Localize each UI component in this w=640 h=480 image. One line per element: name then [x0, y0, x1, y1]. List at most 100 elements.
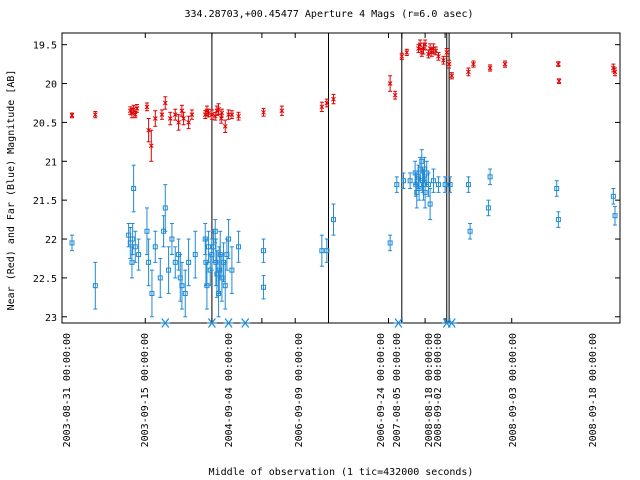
data-point	[465, 182, 471, 188]
y-tick-label: 21	[45, 157, 57, 168]
data-point	[394, 182, 400, 188]
data-point	[430, 178, 436, 184]
data-point	[416, 185, 422, 191]
data-point	[179, 283, 185, 289]
data-point	[442, 182, 448, 188]
data-point	[92, 112, 98, 117]
data-point	[216, 106, 221, 112]
data-point	[167, 116, 173, 121]
data-point	[226, 236, 232, 242]
data-point	[467, 228, 473, 234]
x-axis-label: Middle of observation (1 tic=432000 seco…	[209, 467, 474, 478]
data-point	[152, 244, 158, 250]
chart-title: 334.28703,+00.45477 Aperture 4 Mags (r=6…	[185, 9, 474, 20]
y-tick-label: 20.5	[33, 118, 57, 129]
data-point	[556, 78, 562, 84]
data-point	[192, 252, 198, 258]
data-point	[132, 112, 138, 117]
data-point	[404, 50, 410, 55]
data-point	[612, 213, 618, 219]
data-point	[148, 143, 154, 149]
bottom-marker	[393, 318, 404, 328]
data-point	[157, 275, 163, 281]
data-point	[146, 259, 152, 265]
data-point	[166, 267, 172, 273]
data-point	[610, 193, 616, 199]
y-axis-label: Near (Red) and Far (Blue) Magnitude [AB]	[6, 70, 17, 311]
data-point	[399, 53, 405, 59]
data-point	[446, 61, 452, 67]
x-tick-label: 2007-08-05 00:00:00	[392, 333, 403, 447]
data-point	[435, 182, 441, 188]
data-point	[186, 259, 192, 265]
data-point	[169, 236, 175, 242]
y-tick-label: 20	[45, 80, 57, 91]
data-point	[261, 248, 267, 254]
plot-frame	[61, 32, 621, 324]
x-tick-label: 2008-08-18 00:00:00	[424, 333, 435, 447]
x-tick-label: 2006-09-09 00:00:00	[294, 333, 305, 447]
data-point	[261, 284, 267, 290]
data-point	[422, 42, 428, 48]
data-point	[324, 100, 330, 106]
data-point	[436, 53, 441, 59]
data-point	[131, 185, 137, 191]
data-point	[69, 113, 75, 118]
marker-stroke	[207, 318, 216, 328]
data-point	[213, 259, 219, 265]
marker-stroke	[224, 318, 233, 328]
y-tick-label: 22	[45, 235, 57, 246]
x-tick-label: 2008-09-02 00:00:00	[433, 333, 444, 447]
data-point	[144, 228, 150, 234]
data-point	[419, 158, 425, 164]
data-point	[427, 201, 433, 207]
x-tick-label: 2008-09-18 00:00:00	[588, 333, 599, 447]
y-tick-label: 22.5	[33, 274, 57, 285]
data-point	[172, 112, 178, 117]
data-point	[132, 244, 138, 250]
data-point	[131, 106, 136, 112]
data-point	[186, 120, 191, 125]
marker-stroke	[447, 318, 456, 328]
data-point	[146, 127, 151, 133]
data-point	[487, 65, 493, 71]
data-point	[206, 110, 211, 116]
data-point	[182, 290, 188, 296]
y-tick-label: 19.5	[33, 41, 57, 52]
data-point	[425, 182, 431, 188]
bottom-marker	[223, 318, 234, 328]
data-point	[144, 104, 150, 110]
data-point	[387, 240, 393, 246]
data-point	[261, 109, 266, 115]
data-point	[471, 61, 476, 67]
data-point	[422, 189, 428, 195]
x-tick-label: 2004-09-04 00:00:00	[224, 333, 235, 447]
data-point	[172, 259, 178, 265]
data-point	[189, 112, 195, 117]
bottom-marker	[240, 318, 251, 328]
data-point	[130, 236, 136, 242]
data-point	[229, 112, 235, 117]
data-point	[556, 61, 561, 67]
data-point	[149, 290, 155, 296]
data-point	[216, 267, 222, 273]
data-point	[444, 50, 450, 55]
data-point	[400, 178, 406, 184]
data-point	[209, 112, 215, 117]
data-point	[319, 104, 325, 110]
data-point	[229, 267, 235, 273]
data-point	[222, 283, 228, 289]
data-point	[212, 228, 218, 234]
data-point	[206, 244, 212, 250]
data-point	[407, 178, 413, 184]
x-tick-label: 2006-09-24 00:00:00	[376, 333, 387, 447]
data-point	[152, 116, 158, 121]
data-point	[466, 69, 471, 75]
marker-stroke	[241, 318, 250, 328]
data-point	[219, 110, 225, 116]
data-point	[324, 248, 330, 254]
bottom-marker	[206, 318, 217, 328]
data-point	[485, 205, 491, 211]
data-point	[441, 57, 446, 63]
